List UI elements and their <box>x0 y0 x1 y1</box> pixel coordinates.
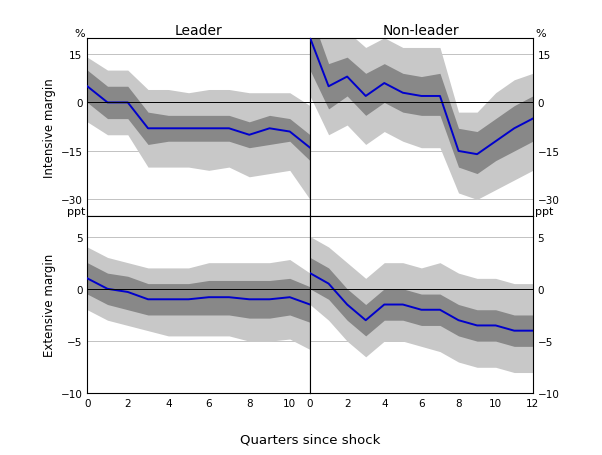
Text: %: % <box>535 29 545 39</box>
Title: Leader: Leader <box>175 24 223 37</box>
Text: ppt: ppt <box>535 206 553 216</box>
Y-axis label: Extensive margin: Extensive margin <box>43 253 57 356</box>
Text: %: % <box>75 29 85 39</box>
Text: ppt: ppt <box>67 206 85 216</box>
Y-axis label: Intensive margin: Intensive margin <box>43 78 56 177</box>
Title: Non-leader: Non-leader <box>383 24 460 37</box>
Text: Quarters since shock: Quarters since shock <box>240 433 380 446</box>
